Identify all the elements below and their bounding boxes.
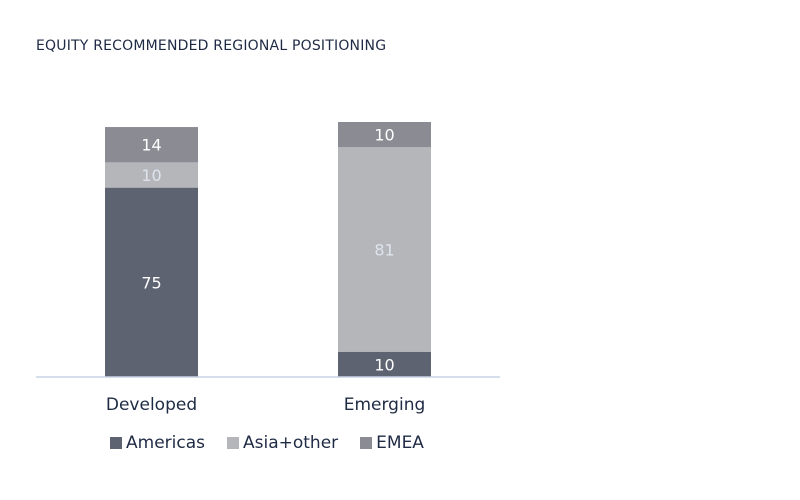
- legend-label: Asia+other: [242, 433, 339, 453]
- category-label-emerging: Emerging: [344, 395, 426, 415]
- bar-segment-developed-americas: [105, 187, 198, 377]
- legend-swatch: [226, 437, 239, 449]
- bar-segment-emerging-americas: [338, 351, 431, 377]
- legend-item-asia-other: Asia+other: [226, 433, 339, 453]
- legend-item-emea: EMEA: [360, 433, 424, 453]
- legend-swatch: [110, 437, 122, 449]
- bar-segment-emerging-emea: [338, 122, 431, 148]
- legend-label: Americas: [126, 433, 205, 453]
- chart-title: EQUITY RECOMMENDED REGIONAL POSITIONING: [36, 38, 387, 54]
- bar-segment-developed-emea: [105, 127, 198, 163]
- data-label-developed-asia-other: 10: [141, 166, 161, 185]
- bars-group: 75 10 14 10 81 10: [105, 122, 431, 377]
- data-label-emerging-americas: 10: [374, 355, 394, 374]
- data-label-emerging-emea: 10: [374, 126, 394, 145]
- legend: Americas Asia+other EMEA: [110, 433, 446, 453]
- data-label-developed-emea: 14: [141, 136, 161, 155]
- bar-segment-developed-asia-other: [105, 162, 198, 188]
- legend-item-americas: Americas: [110, 433, 205, 453]
- category-labels: Developed Emerging: [106, 395, 425, 415]
- bar-segment-emerging-asia-other: [338, 147, 431, 352]
- data-label-emerging-asia-other: 81: [374, 241, 394, 260]
- data-label-developed-americas: 75: [141, 273, 161, 292]
- legend-label: EMEA: [376, 433, 424, 453]
- category-label-developed: Developed: [106, 395, 197, 415]
- legend-swatch: [360, 437, 373, 449]
